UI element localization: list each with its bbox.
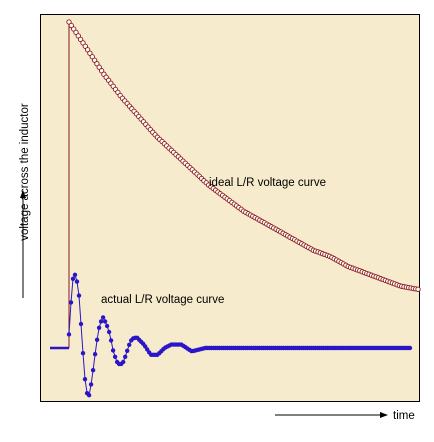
actual-point bbox=[110, 348, 116, 353]
actual-point bbox=[78, 321, 84, 327]
actual-point bbox=[80, 351, 86, 356]
ideal-point bbox=[415, 286, 421, 292]
actual-point bbox=[94, 337, 100, 342]
x-axis-arrowhead bbox=[380, 412, 388, 418]
actual-point bbox=[88, 382, 94, 387]
actual-point bbox=[90, 368, 96, 373]
actual-point bbox=[104, 323, 110, 329]
actual-point bbox=[112, 354, 118, 359]
y-axis-label: voltage across the inductor bbox=[19, 103, 31, 241]
actual-point bbox=[98, 319, 104, 324]
actual-point bbox=[74, 279, 80, 284]
plot-area bbox=[40, 14, 420, 402]
actual-point bbox=[121, 359, 126, 365]
actual-point bbox=[106, 329, 112, 335]
actual-series bbox=[50, 272, 413, 398]
y-axis-arrowhead bbox=[20, 190, 26, 198]
actual-point bbox=[102, 319, 108, 324]
actual-point bbox=[100, 315, 106, 320]
ideal-series-label: ideal L/R voltage curve bbox=[209, 177, 326, 189]
actual-point bbox=[76, 293, 82, 298]
actual-point bbox=[127, 342, 132, 347]
actual-point bbox=[68, 300, 74, 305]
x-axis-label: time bbox=[393, 410, 415, 422]
actual-point bbox=[70, 276, 76, 281]
actual-point bbox=[108, 338, 114, 343]
actual-series-label: actual L/R voltage curve bbox=[101, 294, 224, 306]
actual-point bbox=[96, 325, 102, 330]
actual-point bbox=[66, 332, 72, 337]
ideal-point bbox=[68, 22, 74, 29]
actual-point bbox=[125, 348, 130, 353]
actual-point bbox=[123, 354, 128, 359]
actual-point bbox=[72, 272, 78, 277]
actual-point bbox=[82, 377, 88, 382]
actual-line bbox=[68, 273, 410, 397]
ideal-point bbox=[87, 50, 93, 56]
actual-point bbox=[86, 393, 92, 398]
actual-point bbox=[92, 352, 98, 357]
actual-point bbox=[407, 345, 413, 351]
ideal-point bbox=[96, 64, 102, 70]
ideal-point bbox=[77, 36, 84, 43]
ideal-series bbox=[66, 19, 421, 348]
